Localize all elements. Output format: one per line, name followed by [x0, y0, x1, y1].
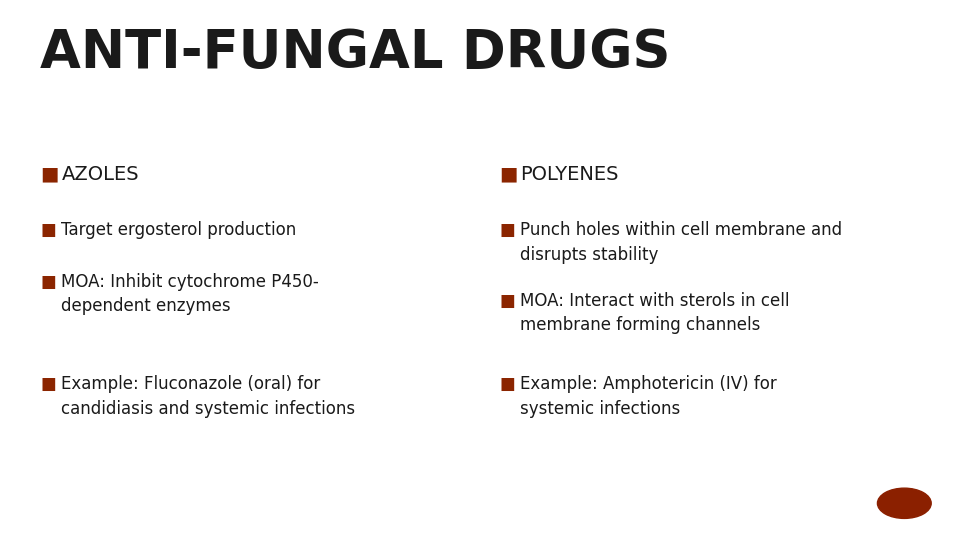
Text: ■: ■: [40, 221, 56, 239]
Text: MOA: Inhibit cytochrome P450-
dependent enzymes: MOA: Inhibit cytochrome P450- dependent …: [61, 273, 319, 315]
Text: MOA: Interact with sterols in cell
membrane forming channels: MOA: Interact with sterols in cell membr…: [520, 292, 790, 334]
Text: ■: ■: [499, 375, 515, 393]
Text: Punch holes within cell membrane and
disrupts stability: Punch holes within cell membrane and dis…: [520, 221, 843, 264]
Text: Target ergosterol production: Target ergosterol production: [61, 221, 297, 239]
Text: ■: ■: [40, 375, 56, 393]
Text: ■: ■: [499, 165, 517, 184]
Circle shape: [877, 488, 931, 518]
Text: POLYENES: POLYENES: [520, 165, 619, 184]
Text: ■: ■: [499, 292, 515, 309]
Text: ANTI-FUNGAL DRUGS: ANTI-FUNGAL DRUGS: [40, 27, 671, 79]
Text: ■: ■: [40, 165, 59, 184]
Text: Example: Fluconazole (oral) for
candidiasis and systemic infections: Example: Fluconazole (oral) for candidia…: [61, 375, 355, 417]
Text: AZOLES: AZOLES: [61, 165, 139, 184]
Text: ■: ■: [40, 273, 56, 291]
Text: Example: Amphotericin (IV) for
systemic infections: Example: Amphotericin (IV) for systemic …: [520, 375, 777, 417]
Text: ■: ■: [499, 221, 515, 239]
